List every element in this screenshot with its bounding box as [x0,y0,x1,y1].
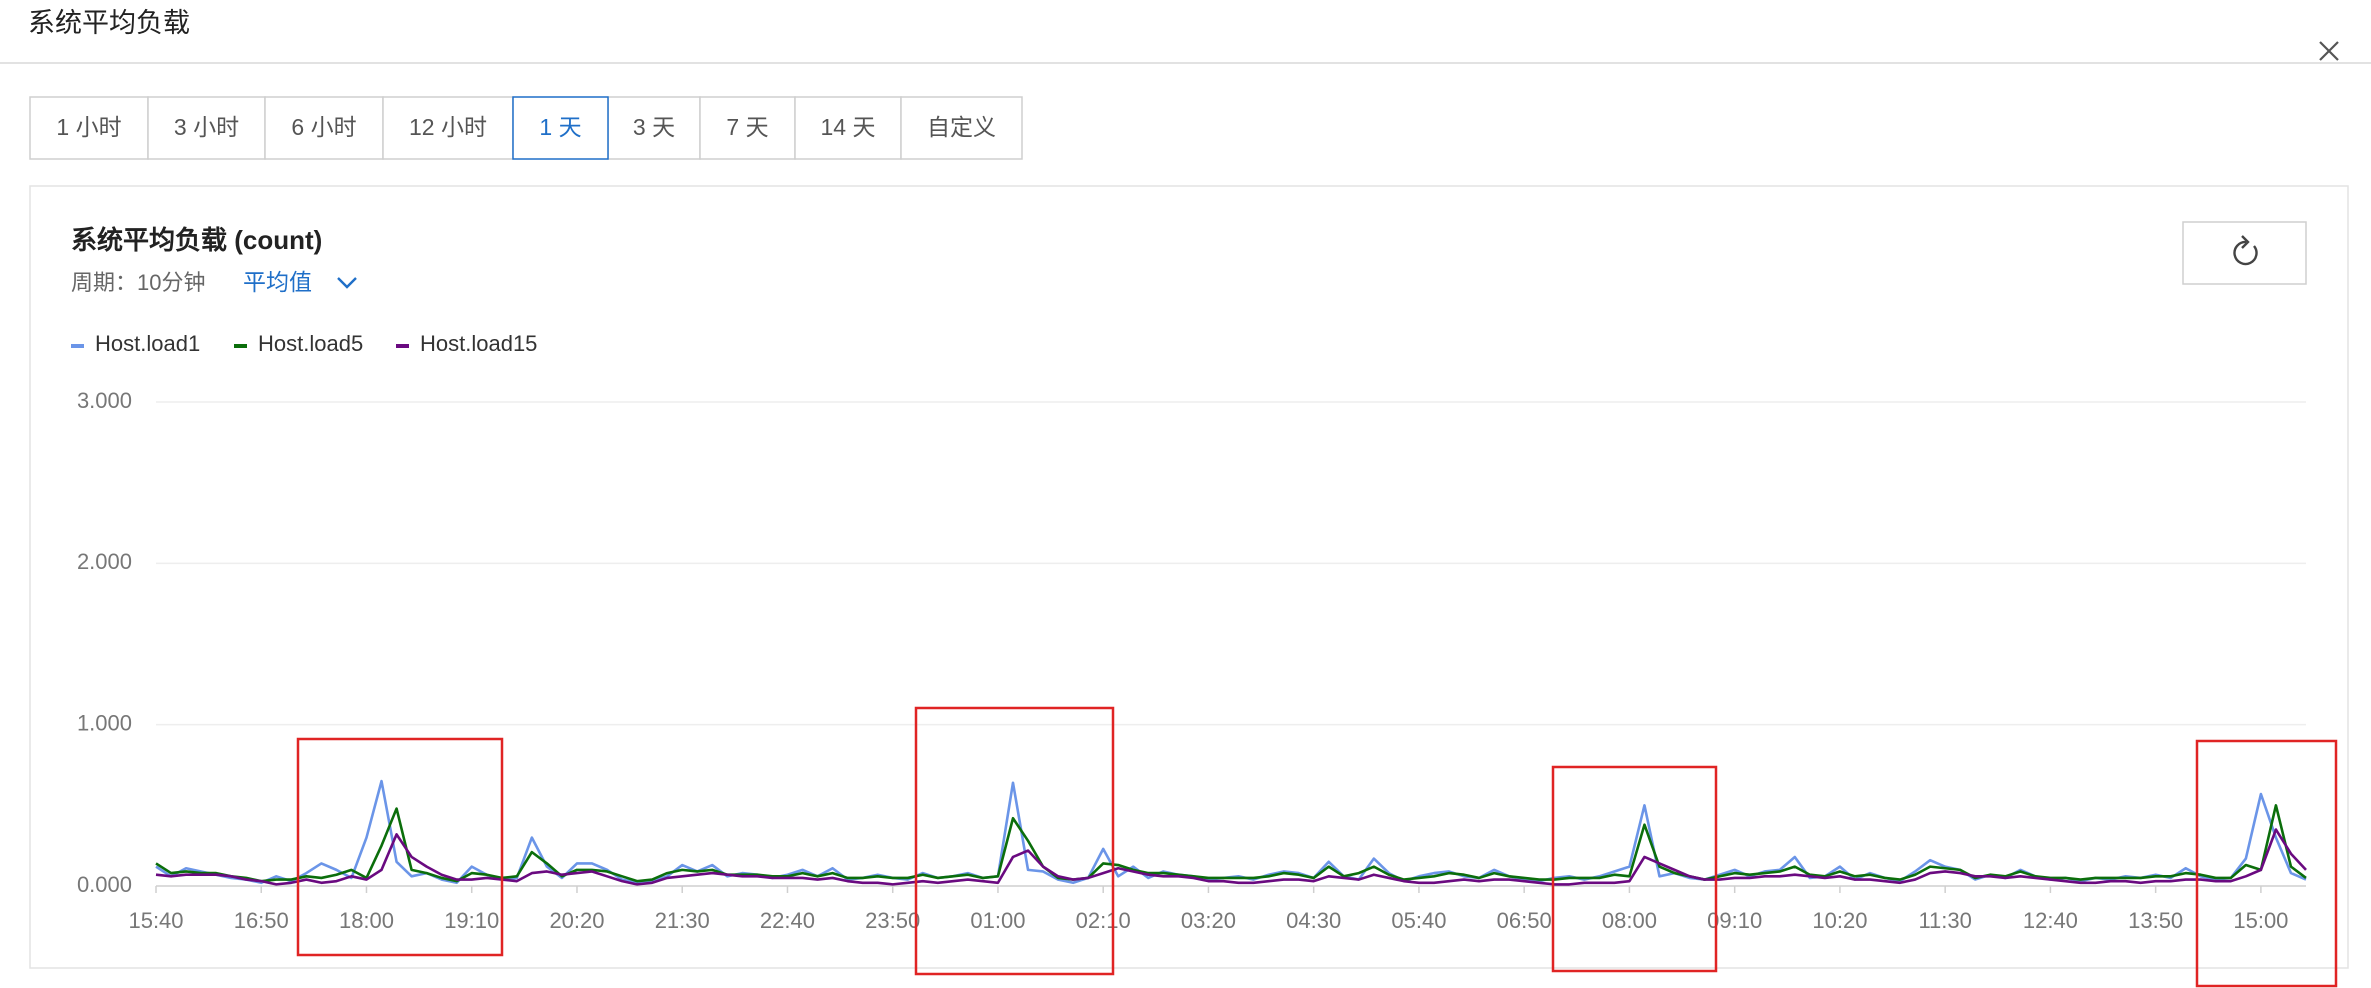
plot-area: 0.000 1.000 2.000 3.000 15:40 16:50 18:00 19:10… [77,388,2307,933]
tab-label: 7 天 [726,114,768,140]
tab-label: 自定义 [927,114,996,140]
legend-item[interactable]: Host.load5 [234,331,363,356]
x-tick-label: 18:00 [339,908,394,933]
x-tick-label: 12:40 [2023,908,2078,933]
statistic-label: 平均值 [243,269,312,295]
tab[interactable]: 14 天 [794,96,902,160]
tab-label: 3 天 [633,114,675,140]
x-tick-label: 22:40 [760,908,815,933]
y-tick-label: 2.000 [77,549,132,574]
x-tick-label: 15:40 [128,908,183,933]
tab-box [147,96,266,160]
y-tick-label: 1.000 [77,710,132,735]
tab-label: 1 小时 [56,114,121,140]
x-tick-label: 23:50 [865,908,920,933]
y-tick-label: 0.000 [77,872,132,897]
tab-label: 1 天 [539,114,581,140]
tab[interactable]: 6 小时 [264,96,384,160]
tab-label: 12 小时 [409,114,487,140]
dialog-title: 系统平均负载 [28,8,190,38]
tab[interactable]: 1 天 [512,96,609,160]
tab[interactable]: 1 小时 [29,96,149,160]
x-tick-label: 06:50 [1497,908,1552,933]
x-tick-label: 10:20 [1812,908,1867,933]
highlight-boxes [296,706,2338,988]
x-tick-label: 21:30 [655,908,710,933]
x-tick-label: 19:10 [444,908,499,933]
tab[interactable]: 3 小时 [147,96,266,160]
tab-label: 3 小时 [174,114,239,140]
statistic-dropdown[interactable]: 平均值 [243,269,357,295]
tab-box [512,96,609,160]
legend-label: Host.load1 [95,331,200,356]
series-line [155,828,2307,886]
tab-box [29,96,149,160]
tab-label: 6 小时 [291,114,356,140]
tab[interactable]: 3 天 [607,96,701,160]
tab-box [264,96,384,160]
period-label: 周期：10分钟 [71,270,205,295]
tab[interactable]: 7 天 [699,96,796,160]
tab[interactable]: 12 小时 [382,96,514,160]
refresh-button[interactable] [2182,221,2307,285]
x-tick-label: 16:50 [234,908,289,933]
series-line [155,804,2307,883]
tab[interactable]: 自定义 [900,96,1023,160]
legend-label: Host.load15 [420,331,537,356]
legend: Host.load1 Host.load5 Host.load15 [71,331,537,356]
tab-label: 14 天 [821,114,876,140]
x-tick-label: 01:00 [970,908,1025,933]
x-tick-label: 13:50 [2128,908,2183,933]
time-range-tabs: 1 小时 3 小时 6 小时 12 小时 3 天 7 天 14 天 自定义 1 天 [29,96,1023,160]
tab-box [900,96,1023,160]
tab-box [607,96,701,160]
y-tick-label: 3.000 [77,388,132,413]
x-tick-label: 11:30 [1918,908,1971,933]
chart-panel [29,185,2349,969]
x-tick-label: 08:00 [1602,908,1657,933]
dropdown-chevron [337,277,357,289]
close-button[interactable] [2319,41,2339,61]
x-tick-label: 04:30 [1286,908,1341,933]
x-tick-label: 03:20 [1181,908,1236,933]
chart-title: 系统平均负载 (count) [71,225,322,255]
x-tick-label: 05:40 [1391,908,1446,933]
tab-box [382,96,514,160]
x-tick-label: 15:00 [2233,908,2288,933]
legend-item[interactable]: Host.load1 [71,331,200,356]
tab-box [699,96,796,160]
x-tick-label: 02:10 [1076,908,1131,933]
x-tick-label: 20:20 [549,908,604,933]
legend-item[interactable]: Host.load15 [396,331,537,356]
legend-label: Host.load5 [258,331,363,356]
